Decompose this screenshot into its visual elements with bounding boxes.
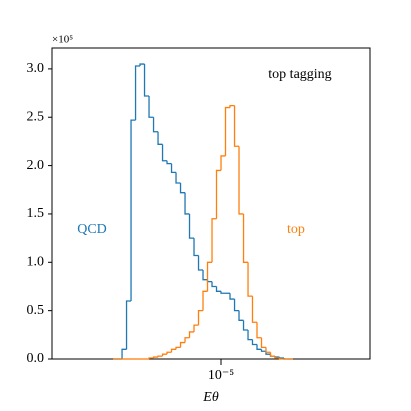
histogram-bin	[238, 146, 244, 215]
histogram-bin	[260, 349, 266, 352]
histogram-bin	[278, 358, 284, 360]
histogram-bin	[139, 63, 145, 66]
histogram-bin	[274, 356, 280, 358]
histogram-bin	[251, 339, 258, 346]
annotation: top tagging	[268, 67, 331, 82]
y-tick-label: 2.0	[27, 158, 45, 173]
histogram-bin	[206, 279, 213, 283]
histogram-bin	[188, 213, 195, 239]
histogram-bin	[161, 144, 168, 162]
y-tick-label: 0.5	[27, 303, 45, 318]
histogram-bin	[166, 351, 172, 355]
histogram-bin	[251, 296, 258, 323]
histogram-bin	[148, 357, 154, 359]
histogram-bin	[161, 353, 168, 357]
histogram-bin	[278, 357, 284, 359]
histogram-bin	[247, 262, 253, 297]
histogram-bin	[197, 255, 204, 271]
histogram-bin	[215, 169, 222, 219]
histogram-bin	[233, 105, 240, 147]
histogram-bin	[179, 182, 186, 194]
histogram-bin	[202, 270, 208, 281]
histogram-bin	[269, 352, 275, 357]
y-tick-label: 0.0	[27, 351, 45, 366]
histogram-bin	[193, 238, 199, 257]
histogram-bin	[152, 117, 159, 133]
histogram-bin	[229, 104, 235, 108]
y-tick-label: 3.0	[27, 61, 45, 76]
histogram-bin	[215, 286, 222, 292]
histogram-bin	[184, 192, 190, 215]
histogram-bin	[188, 331, 195, 338]
y-tick-label: 2.5	[27, 109, 45, 124]
histogram-bin	[193, 324, 199, 332]
histogram-bin	[274, 356, 280, 359]
plot-frame	[51, 47, 371, 360]
histogram-bin	[152, 356, 159, 359]
histogram-bin	[220, 155, 226, 171]
histogram-bin	[121, 348, 127, 359]
histogram-bin	[197, 309, 204, 326]
histogram-bin	[265, 347, 271, 353]
histogram-bin	[256, 322, 262, 339]
histogram-bin	[238, 310, 244, 321]
histogram-bin	[170, 348, 177, 353]
histogram-bin	[166, 160, 172, 165]
histogram-bin	[175, 172, 181, 184]
y-multiplier: ×10⁵	[52, 34, 73, 46]
histogram-bin	[157, 131, 163, 145]
series-label: top	[287, 222, 305, 237]
histogram-bin	[157, 355, 163, 358]
x-axis-label: Eθ	[202, 390, 219, 405]
x-tick-label: 10⁻⁵	[208, 368, 234, 383]
histogram-bin	[184, 337, 190, 343]
histogram-bin	[148, 95, 154, 118]
histogram-bin	[211, 218, 217, 263]
histogram-bin	[211, 281, 217, 288]
histogram-bin	[125, 300, 132, 350]
histogram-bin	[229, 293, 235, 300]
y-tick-label: 1.0	[27, 255, 45, 270]
series-label: QCD	[77, 222, 107, 237]
histogram-bin	[256, 344, 262, 350]
histogram-bin	[220, 291, 226, 294]
histogram-bin	[206, 261, 213, 292]
histogram-bin	[233, 299, 240, 312]
histogram-bin	[242, 320, 249, 331]
histogram-bin	[170, 163, 177, 174]
histogram-bin	[175, 346, 181, 350]
histogram-bin	[130, 119, 136, 301]
histogram-bin	[143, 64, 150, 97]
histogram-bin	[202, 290, 208, 311]
histogram-bin	[134, 65, 141, 121]
histogram-bin	[224, 106, 231, 156]
histogram-bin	[242, 213, 249, 263]
y-tick-label: 1.5	[27, 206, 45, 221]
histogram-bin	[247, 329, 253, 341]
histogram-bin	[260, 337, 266, 349]
histogram-bin	[179, 341, 186, 348]
